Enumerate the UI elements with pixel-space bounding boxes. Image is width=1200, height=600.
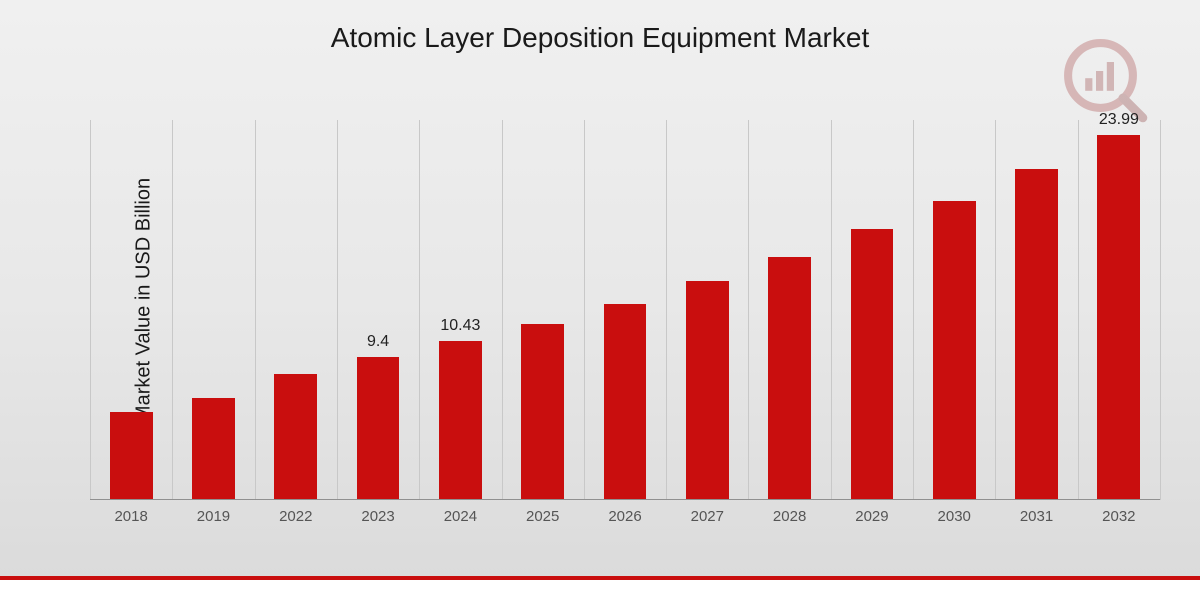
x-tick-label: 2026 bbox=[608, 508, 641, 525]
gridline bbox=[748, 120, 749, 500]
x-tick-label: 2031 bbox=[1020, 508, 1053, 525]
gridline bbox=[419, 120, 420, 500]
bar bbox=[274, 374, 317, 500]
x-tick-label: 2024 bbox=[444, 508, 477, 525]
bar-value-label: 23.99 bbox=[1099, 111, 1139, 129]
bar bbox=[521, 324, 564, 500]
gridline bbox=[913, 120, 914, 500]
bar bbox=[192, 398, 235, 500]
bar bbox=[851, 229, 894, 500]
gridline bbox=[584, 120, 585, 500]
x-tick-label: 2027 bbox=[691, 508, 724, 525]
x-tick-label: 2019 bbox=[197, 508, 230, 525]
gridline bbox=[255, 120, 256, 500]
x-tick-label: 2022 bbox=[279, 508, 312, 525]
gridline bbox=[90, 120, 91, 500]
bar bbox=[1015, 169, 1058, 500]
x-tick-label: 2018 bbox=[114, 508, 147, 525]
bar-value-label: 9.4 bbox=[367, 333, 389, 351]
bar bbox=[439, 341, 482, 500]
x-tick-label: 2028 bbox=[773, 508, 806, 525]
bar bbox=[110, 412, 153, 500]
x-tick-label: 2025 bbox=[526, 508, 559, 525]
bar bbox=[933, 201, 976, 500]
bar bbox=[357, 357, 400, 500]
x-tick-label: 2030 bbox=[938, 508, 971, 525]
x-tick-label: 2029 bbox=[855, 508, 888, 525]
x-axis-baseline bbox=[90, 499, 1160, 500]
gridline bbox=[502, 120, 503, 500]
bar-value-label: 10.43 bbox=[440, 317, 480, 335]
gridline bbox=[995, 120, 996, 500]
x-tick-label: 2023 bbox=[361, 508, 394, 525]
gridline bbox=[1160, 120, 1161, 500]
x-tick-label: 2032 bbox=[1102, 508, 1135, 525]
gridline bbox=[337, 120, 338, 500]
bar bbox=[686, 281, 729, 500]
gridline bbox=[831, 120, 832, 500]
bar bbox=[1097, 135, 1140, 500]
gridline bbox=[666, 120, 667, 500]
bar bbox=[768, 257, 811, 500]
gridline bbox=[1078, 120, 1079, 500]
gridline bbox=[172, 120, 173, 500]
plot-region: 20182019202220239.4202410.43202520262027… bbox=[90, 120, 1160, 500]
chart-area: 2018 2019 2022 2023 9.4 2024 10.43 2025 2026 2027… bbox=[90, 120, 1160, 530]
bar bbox=[604, 304, 647, 500]
chart-title: Atomic Layer Deposition Equipment Market bbox=[0, 22, 1200, 54]
footer-stripe bbox=[0, 580, 1200, 600]
